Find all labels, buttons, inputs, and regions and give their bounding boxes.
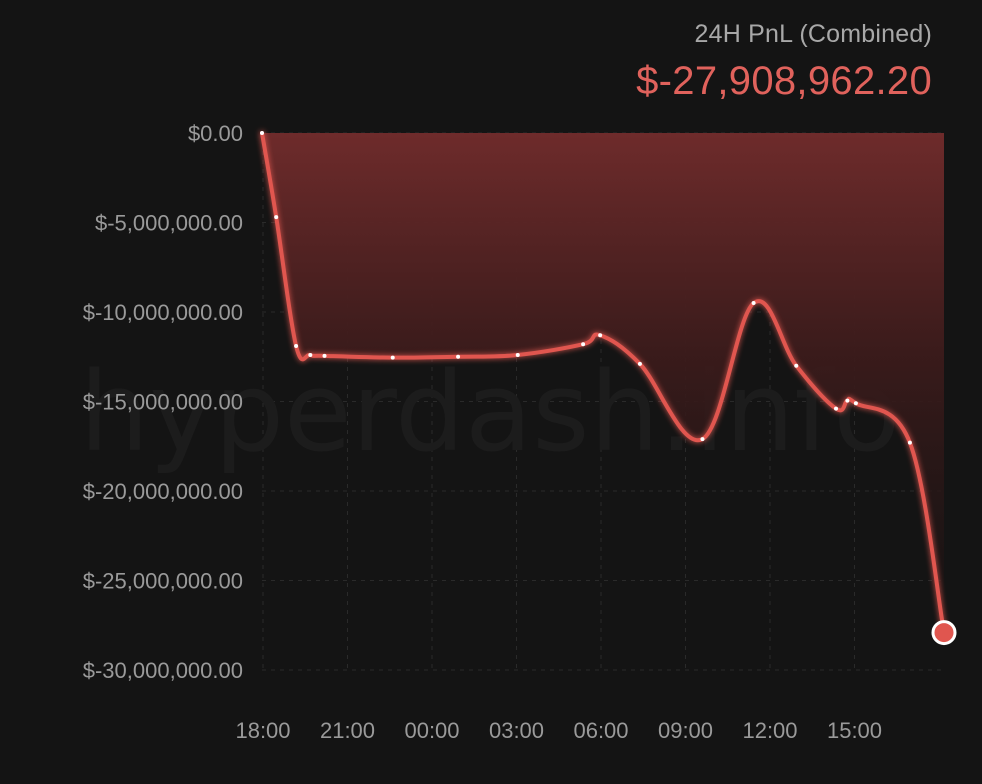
x-tick-label: 03:00 — [489, 718, 544, 743]
data-point — [700, 437, 705, 442]
x-axis: 18:00 21:00 00:00 03:00 06:00 09:00 12:00 15:00 — [235, 718, 882, 743]
x-tick-label: 21:00 — [320, 718, 375, 743]
data-point — [260, 131, 264, 135]
data-point — [751, 301, 756, 306]
data-point — [637, 361, 642, 366]
data-point — [308, 352, 313, 357]
y-tick-label: $-5,000,000.00 — [95, 211, 243, 236]
y-tick-label: $0.00 — [188, 121, 243, 146]
y-axis: $0.00 $-5,000,000.00 $-10,000,000.00 $-15,0… — [83, 121, 243, 683]
total-pnl-value: $-27,908,962.20 — [636, 59, 932, 103]
y-tick-label: $-20,000,000.00 — [83, 479, 243, 504]
data-point — [598, 333, 603, 338]
data-point — [581, 342, 586, 347]
data-points — [260, 131, 912, 445]
data-point — [794, 363, 799, 368]
x-tick-label: 12:00 — [742, 718, 797, 743]
data-point — [390, 355, 395, 360]
y-tick-label: $-25,000,000.00 — [83, 569, 243, 594]
data-point — [853, 401, 858, 406]
data-point — [907, 440, 912, 445]
data-point — [515, 352, 520, 357]
data-point — [456, 354, 461, 359]
data-point — [274, 215, 279, 220]
latest-value-marker[interactable] — [931, 620, 957, 646]
x-tick-label: 18:00 — [235, 718, 290, 743]
data-point — [834, 406, 839, 411]
data-point — [322, 353, 327, 358]
data-point — [294, 344, 299, 349]
chart-title: 24H PnL (Combined) — [694, 20, 932, 48]
x-tick-label: 15:00 — [827, 718, 882, 743]
y-tick-label: $-15,000,000.00 — [83, 390, 243, 415]
x-tick-label: 06:00 — [573, 718, 628, 743]
y-tick-label: $-30,000,000.00 — [83, 658, 243, 683]
x-tick-label: 09:00 — [658, 718, 713, 743]
pnl-area-fill — [262, 133, 944, 633]
chart-header: 24H PnL (Combined) $-27,908,962.20 — [636, 18, 932, 106]
y-tick-label: $-10,000,000.00 — [83, 300, 243, 325]
x-tick-label: 00:00 — [404, 718, 459, 743]
data-point — [845, 398, 850, 403]
watermark-text: hyperdash.info — [79, 348, 900, 476]
